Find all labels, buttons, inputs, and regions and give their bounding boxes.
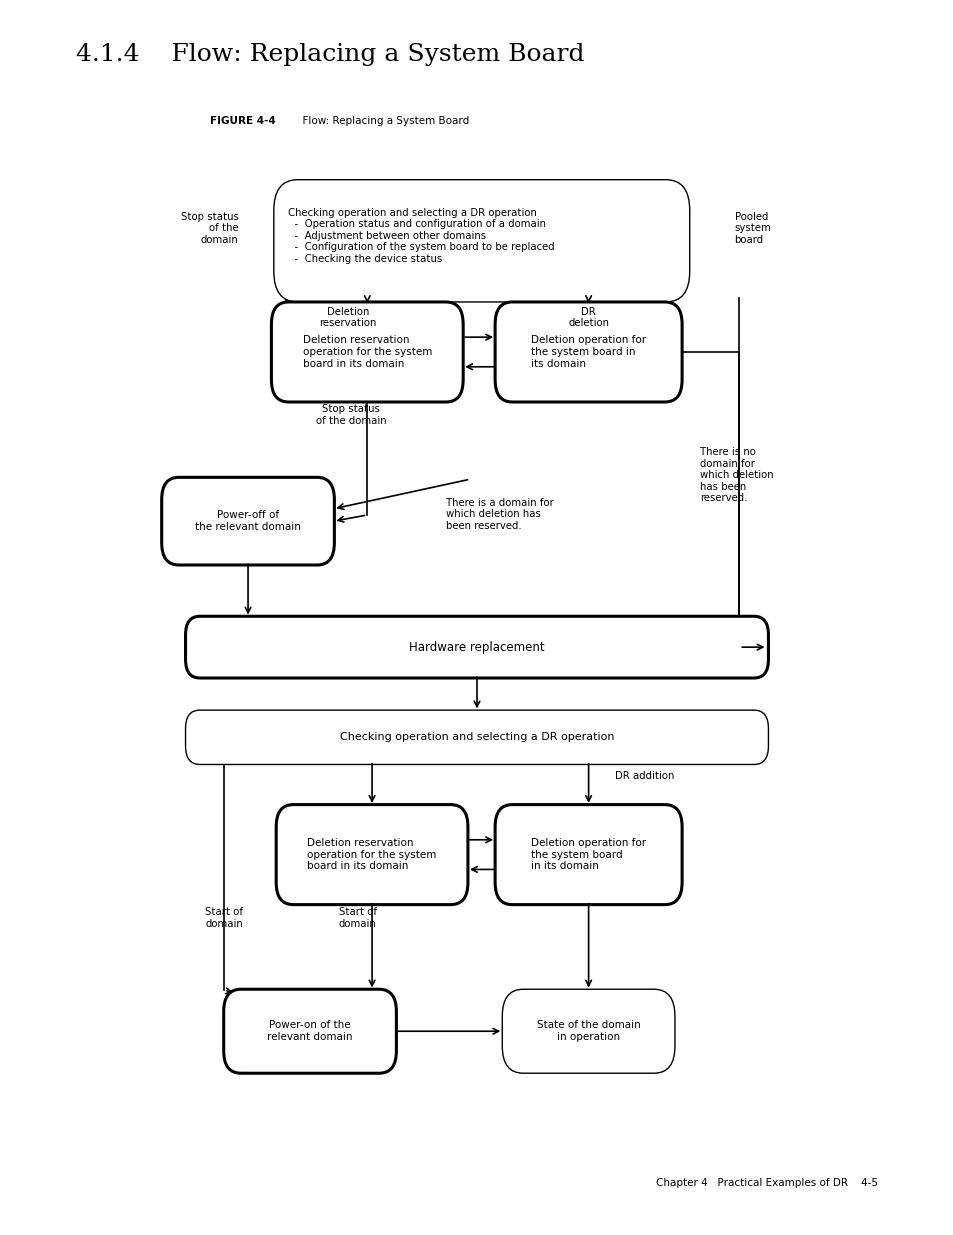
- Text: Stop status
of the domain: Stop status of the domain: [315, 405, 386, 426]
- Text: Start of
domain: Start of domain: [205, 906, 243, 929]
- Text: DR addition: DR addition: [615, 771, 674, 781]
- FancyBboxPatch shape: [185, 710, 767, 764]
- FancyBboxPatch shape: [274, 179, 689, 303]
- FancyBboxPatch shape: [495, 303, 681, 403]
- Text: Deletion operation for
the system board in
its domain: Deletion operation for the system board …: [531, 336, 645, 368]
- Text: Deletion operation for
the system board
in its domain: Deletion operation for the system board …: [531, 839, 645, 871]
- Text: Deletion reservation
operation for the system
board in its domain: Deletion reservation operation for the s…: [307, 839, 436, 871]
- FancyBboxPatch shape: [223, 989, 396, 1073]
- Text: Hardware replacement: Hardware replacement: [409, 641, 544, 653]
- FancyBboxPatch shape: [275, 805, 467, 904]
- Text: State of the domain
in operation: State of the domain in operation: [537, 1020, 639, 1042]
- Text: Power-off of
the relevant domain: Power-off of the relevant domain: [195, 510, 300, 532]
- Text: Flow: Replacing a System Board: Flow: Replacing a System Board: [295, 116, 469, 126]
- FancyBboxPatch shape: [495, 805, 681, 904]
- Text: Checking operation and selecting a DR operation: Checking operation and selecting a DR op…: [339, 732, 614, 742]
- FancyBboxPatch shape: [271, 303, 462, 403]
- Text: FIGURE 4-4: FIGURE 4-4: [210, 116, 275, 126]
- Text: DR
deletion: DR deletion: [568, 306, 608, 329]
- Text: Deletion reservation
operation for the system
board in its domain: Deletion reservation operation for the s…: [302, 336, 432, 368]
- Text: Pooled
system
board: Pooled system board: [734, 212, 771, 245]
- Text: Chapter 4   Practical Examples of DR    4-5: Chapter 4 Practical Examples of DR 4-5: [655, 1178, 877, 1188]
- Text: Deletion
reservation: Deletion reservation: [319, 306, 376, 329]
- Text: Checking operation and selecting a DR operation
  -  Operation status and config: Checking operation and selecting a DR op…: [288, 207, 554, 264]
- FancyBboxPatch shape: [162, 478, 335, 566]
- Text: 4.1.4    Flow: Replacing a System Board: 4.1.4 Flow: Replacing a System Board: [76, 43, 584, 67]
- Text: Power-on of the
relevant domain: Power-on of the relevant domain: [267, 1020, 353, 1042]
- FancyBboxPatch shape: [501, 989, 674, 1073]
- FancyBboxPatch shape: [185, 616, 767, 678]
- Text: Stop status
of the
domain: Stop status of the domain: [180, 212, 238, 245]
- Text: Start of
domain: Start of domain: [338, 906, 376, 929]
- Text: There is a domain for
which deletion has
been reserved.: There is a domain for which deletion has…: [445, 498, 553, 531]
- Text: There is no
domain for
which deletion
has been
reserved.: There is no domain for which deletion ha…: [700, 447, 773, 504]
